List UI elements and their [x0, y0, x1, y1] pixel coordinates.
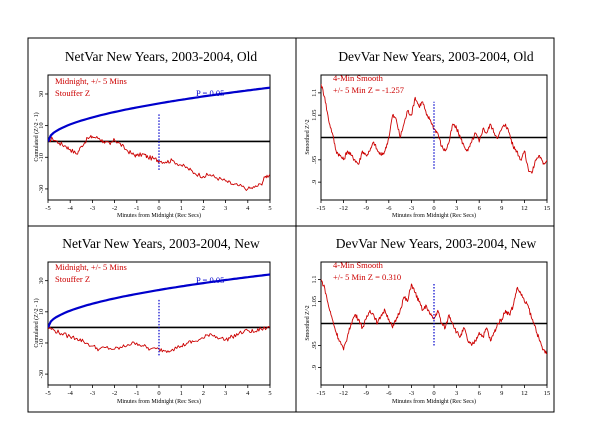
- x-tick-label: -15: [317, 390, 326, 397]
- p05-envelope-line: [48, 273, 270, 328]
- x-tick-label: -6: [386, 205, 392, 212]
- x-tick-label: 3: [224, 205, 227, 212]
- x-tick-label: -1: [134, 205, 139, 212]
- x-tick-label: -12: [339, 390, 348, 397]
- annotation-z-score: +/- 5 Min Z = -1.257: [333, 85, 404, 95]
- y-axis-label: Smoothed Z^2: [305, 119, 311, 154]
- x-tick-label: -6: [386, 390, 392, 397]
- x-tick-label: 12: [521, 205, 528, 212]
- x-tick-label: 1: [180, 205, 183, 212]
- x-tick-label: -4: [67, 205, 73, 212]
- y-tick-label: -10: [38, 339, 45, 348]
- annotation-label: 4-Min Smooth: [333, 73, 384, 83]
- figure-border: [27, 37, 555, 413]
- data-series-line: [321, 279, 547, 355]
- x-tick-label: -2: [112, 390, 117, 397]
- x-tick-label: 9: [500, 390, 503, 397]
- panel-title: DevVar New Years, 2003-2004, Old: [338, 49, 534, 64]
- y-axis-label: Cumulated (Z^2 - 1): [33, 298, 40, 347]
- y-tick-label: 10: [38, 309, 45, 316]
- panel-devvar-old: DevVar New Years, 2003-2004, Old -15 -12-…: [305, 49, 550, 219]
- annotation-label: Midnight, +/- 5 Mins: [55, 76, 127, 86]
- x-axis-label: Minutes from Midnight (Rec Secs): [392, 212, 476, 219]
- annotation-label: Stouffer Z: [55, 274, 90, 284]
- y-tick-label: .9: [311, 365, 318, 370]
- x-tick-label: 6: [478, 390, 482, 397]
- x-tick-label: -15: [317, 205, 326, 212]
- y-tick-label: .95: [311, 156, 318, 164]
- y-tick-label: .95: [311, 341, 318, 349]
- annotation-p-value: P = 0.05: [196, 275, 224, 285]
- x-tick-label: 3: [455, 390, 458, 397]
- y-tick-label: 1.05: [311, 296, 318, 307]
- y-tick-label: .9: [311, 180, 318, 185]
- x-tick-label: 3: [455, 205, 458, 212]
- y-tick-label: 1.1: [311, 89, 318, 97]
- panel-netvar-new: NetVar New Years, 2003-2004, New -5 -4 -3 -…: [33, 236, 272, 405]
- y-tick-label: -10: [38, 153, 45, 162]
- y-tick-label: 10: [38, 122, 45, 128]
- x-tick-label: -12: [339, 205, 348, 212]
- x-tick-label: 2: [202, 205, 205, 212]
- x-tick-label: 0: [157, 205, 160, 212]
- y-tick-label: -30: [38, 370, 45, 379]
- x-tick-label: 15: [544, 390, 551, 397]
- x-tick-label: 6: [478, 205, 482, 212]
- x-tick-label: 0: [157, 390, 160, 397]
- y-tick-label: 1.05: [311, 109, 318, 120]
- x-tick-label: 4: [246, 390, 250, 397]
- y-tick-label: 1.1: [311, 276, 318, 284]
- x-tick-label: -3: [90, 205, 95, 212]
- panel-title: NetVar New Years, 2003-2004, Old: [65, 49, 258, 64]
- x-tick-label: -4: [67, 390, 73, 397]
- annotation-p-value: P = 0.05: [196, 88, 224, 98]
- y-tick-label: -30: [38, 185, 45, 194]
- y-tick-label: 30: [38, 91, 45, 98]
- annotation-label: Stouffer Z: [55, 88, 90, 98]
- plot-area: -15 -12 -9 -6 -3 0 3 6 9 12 15 .9 .95 1.05 1.1: [311, 261, 551, 397]
- x-tick-label: 0: [432, 390, 435, 397]
- x-tick-label: 3: [224, 390, 227, 397]
- x-tick-label: 1: [180, 390, 183, 397]
- x-tick-label: -9: [363, 205, 368, 212]
- panel-netvar-old: NetVar New Years, 2003-2004, Old -5 -4 -3 -…: [33, 49, 272, 219]
- x-tick-label: -9: [363, 390, 368, 397]
- x-tick-label: 12: [521, 390, 528, 397]
- data-series-line: [48, 134, 270, 191]
- x-tick-label: 9: [500, 205, 503, 212]
- x-tick-label: 5: [268, 205, 271, 212]
- y-axis-label: Smoothed Z^2: [305, 305, 311, 340]
- x-axis-label: Minutes from Midnight (Rec Secs): [117, 212, 201, 219]
- x-axis-label: Minutes from Midnight (Rec Secs): [117, 398, 201, 405]
- x-tick-label: -2: [112, 205, 117, 212]
- panel-title: NetVar New Years, 2003-2004, New: [62, 236, 260, 251]
- x-tick-label: 4: [246, 205, 250, 212]
- x-tick-label: 5: [268, 390, 271, 397]
- x-tick-label: -5: [45, 205, 50, 212]
- x-tick-label: 2: [202, 390, 205, 397]
- x-tick-label: -1: [134, 390, 139, 397]
- x-tick-label: -3: [90, 390, 95, 397]
- p05-envelope-line: [48, 86, 270, 142]
- annotation-z-score: +/- 5 Min Z = 0.310: [333, 272, 401, 282]
- y-tick-label: 30: [38, 277, 45, 284]
- panel-devvar-new: DevVar New Years, 2003-2004, New -15 -12-…: [305, 236, 550, 405]
- x-tick-label: 15: [544, 205, 551, 212]
- x-tick-label: -3: [409, 205, 414, 212]
- annotation-label: Midnight, +/- 5 Mins: [55, 262, 127, 272]
- y-axis-label: Cumulated (Z^2 - 1): [33, 112, 40, 161]
- panel-title: DevVar New Years, 2003-2004, New: [336, 236, 537, 251]
- x-tick-label: -5: [45, 390, 50, 397]
- x-tick-label: 0: [432, 205, 435, 212]
- x-tick-label: -3: [409, 390, 414, 397]
- plot-area: -15 -12 -9 -6 -3 0 3 6 9 12 15 .9 .95 1.05 1.1: [311, 74, 551, 212]
- x-axis-label: Minutes from Midnight (Rec Secs): [392, 398, 476, 405]
- annotation-label: 4-Min Smooth: [333, 260, 384, 270]
